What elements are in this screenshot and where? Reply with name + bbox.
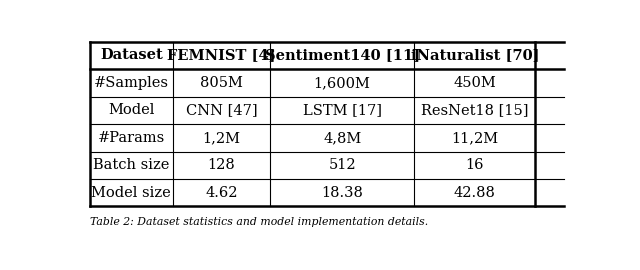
Text: 1,600M: 1,600M bbox=[314, 76, 371, 90]
Text: Dataset: Dataset bbox=[100, 49, 163, 62]
Text: ResNet18 [15]: ResNet18 [15] bbox=[421, 103, 529, 117]
Text: CNN [47]: CNN [47] bbox=[186, 103, 257, 117]
Text: FEMNIST [4]: FEMNIST [4] bbox=[167, 49, 276, 62]
Text: Table 2: Dataset statistics and model implementation details.: Table 2: Dataset statistics and model im… bbox=[90, 217, 428, 227]
Text: 128: 128 bbox=[207, 158, 236, 172]
Text: 18.38: 18.38 bbox=[321, 186, 363, 200]
Text: Model size: Model size bbox=[92, 186, 172, 200]
Text: 1,2M: 1,2M bbox=[202, 131, 241, 145]
Text: #Samples: #Samples bbox=[94, 76, 169, 90]
Text: 4,8M: 4,8M bbox=[323, 131, 361, 145]
Text: 805M: 805M bbox=[200, 76, 243, 90]
Text: 450M: 450M bbox=[453, 76, 496, 90]
Text: #Params: #Params bbox=[98, 131, 165, 145]
Text: LSTM [17]: LSTM [17] bbox=[303, 103, 381, 117]
Text: 42.88: 42.88 bbox=[454, 186, 496, 200]
Text: iNaturalist [70]: iNaturalist [70] bbox=[410, 49, 539, 62]
Text: 512: 512 bbox=[328, 158, 356, 172]
Text: 4.62: 4.62 bbox=[205, 186, 237, 200]
Text: 11,2M: 11,2M bbox=[451, 131, 499, 145]
Text: Sentiment140 [11]: Sentiment140 [11] bbox=[264, 49, 420, 62]
Text: Model: Model bbox=[108, 103, 154, 117]
Text: Batch size: Batch size bbox=[93, 158, 170, 172]
Text: 16: 16 bbox=[465, 158, 484, 172]
